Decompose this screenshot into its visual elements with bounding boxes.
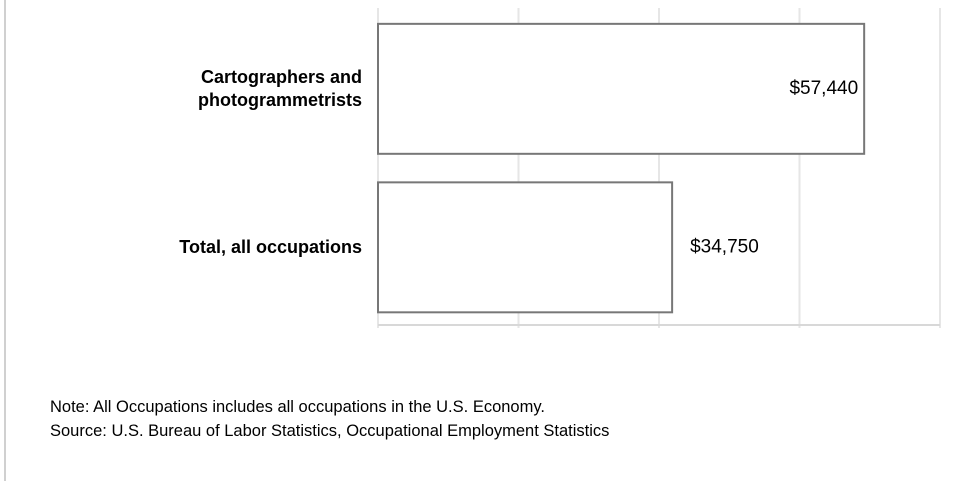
category-label: Cartographers and photogrammetrists — [197, 66, 362, 110]
note: Note: All Occupations includes all occup… — [50, 398, 545, 416]
value-label: $57,440 — [789, 78, 858, 99]
category-label: Total, all occupations — [179, 236, 362, 257]
bar — [377, 181, 674, 314]
value-label: $34,750 — [690, 236, 759, 257]
source: Source: U.S. Bureau of Labor Statistics,… — [50, 422, 610, 440]
bar — [377, 22, 866, 155]
